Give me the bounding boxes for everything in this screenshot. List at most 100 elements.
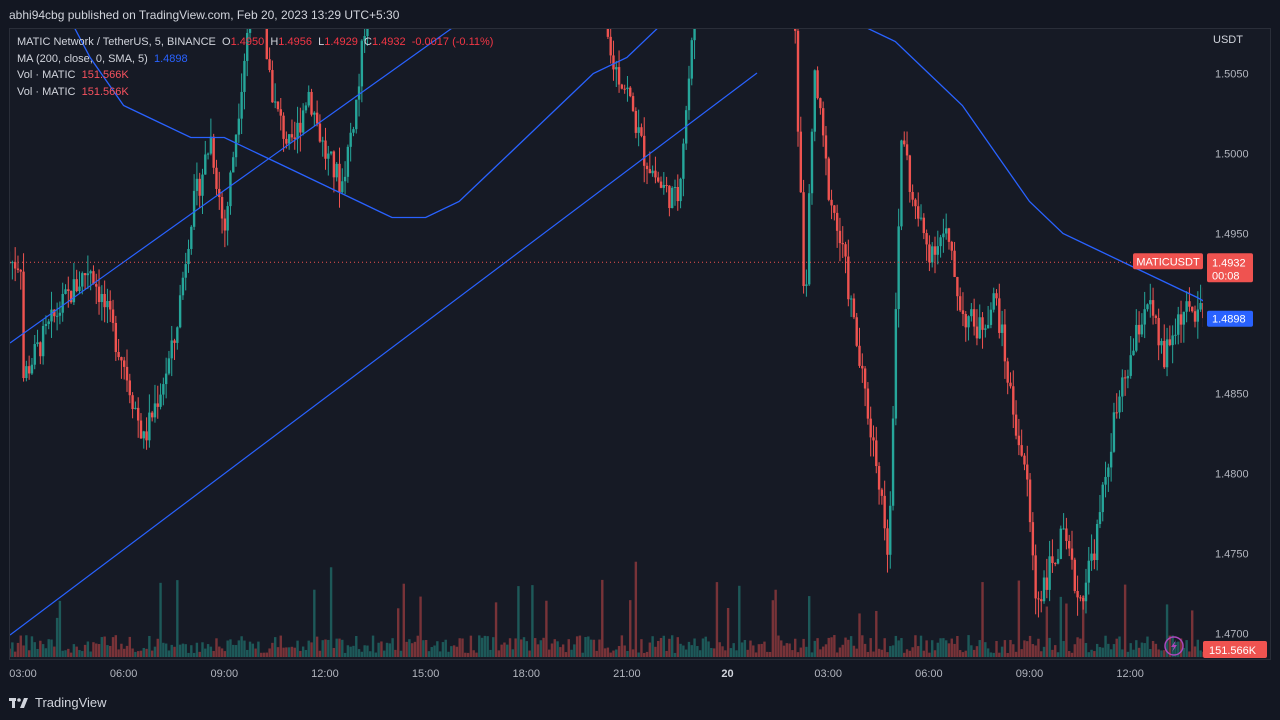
volume-bar [654,646,657,657]
candle-body [282,115,285,139]
candle-body [209,136,213,154]
volume-bar [520,639,523,657]
candle-body [1037,598,1040,600]
candle-body [1188,301,1191,307]
candle-body [1154,315,1158,319]
candle-body [833,205,836,213]
volume-bar [170,644,173,657]
candle-body [13,262,17,269]
volume-bar [232,644,235,657]
candle-body [131,395,134,410]
volume-bar [1031,644,1035,657]
volume-bar [533,638,537,657]
volume-bar [1202,651,1203,657]
volume-bar [430,647,433,657]
candle-body [162,384,165,395]
candle-body [39,342,42,357]
volume-bar [150,650,154,657]
volume-bar [25,635,28,657]
y-tick-label: 1.5050 [1215,69,1249,81]
candle-body [788,0,790,1]
legend-vol-row-2[interactable]: Vol · MATIC 151.566K [17,84,493,101]
volume-bar [1054,645,1057,657]
candle-body [1118,396,1121,413]
candle-body [366,29,369,37]
volume-bar [696,646,699,657]
candle-body [1093,553,1096,561]
candle-body [1014,414,1018,436]
volume-bar [517,586,520,657]
tradingview-brand[interactable]: TradingView [9,695,107,710]
volume-bar [195,642,199,657]
volume-bar [41,644,45,657]
x-tick-label: 06:00 [110,668,138,680]
volume-bar [978,640,981,657]
volume-bar [240,636,243,657]
candle-body [360,40,364,87]
candle-body [1000,324,1004,333]
volume-bar [397,608,400,657]
candle-body [1006,361,1009,383]
candle-body [643,135,646,166]
candle-body [1042,577,1046,602]
legend-ma-label: MA (200, close, 0, SMA, 5) [17,52,148,65]
volume-bar [120,643,123,657]
candle-body [315,112,319,124]
candle-body [86,273,90,276]
candle-body [662,185,666,188]
volume-bar [855,648,858,657]
candle-body [1079,597,1082,599]
candle-body [1068,540,1071,549]
candle-body [1034,555,1037,599]
volume-bar [1020,649,1023,657]
volume-bar [844,637,847,657]
legend-symbol[interactable]: MATIC Network / TetherUS, 5, BINANCE [17,36,216,48]
candle-body [30,364,34,374]
volume-bar [760,643,763,657]
volume-bar [1188,651,1191,657]
volume-bar [1068,651,1071,657]
volume-bar [877,648,881,657]
candle-body [816,70,819,99]
candle-body [606,29,610,37]
candle-body [343,176,347,182]
currency-label[interactable]: USDT [1213,34,1243,46]
volume-bar [1012,644,1015,657]
candle-body [1073,559,1076,591]
volume-bar [248,641,252,657]
candle-body [970,309,973,317]
volume-bar [455,646,459,657]
ma-badge-bg [1207,310,1253,327]
countdown-badge: 00:08 [1212,270,1240,282]
candle-body [1065,528,1068,541]
candle-body [947,228,951,242]
volume-bar [436,641,439,657]
volume-bar [109,645,112,657]
candle-body [1140,324,1144,335]
volume-bar [332,647,336,657]
candle-body [659,181,663,188]
candle-body [1084,582,1088,602]
candle-body [187,248,190,265]
volume-bar [472,650,475,657]
volume-bar [785,643,789,657]
candle-body [844,244,847,257]
candle-body [1219,331,1221,342]
volume-bar [687,641,691,657]
candle-body [838,230,842,244]
volume-bar [763,641,766,657]
volume-bar [1048,637,1051,657]
volume-bar [148,635,151,657]
legend-ma-row[interactable]: MA (200, close, 0, SMA, 5) 1.4898 [17,51,493,68]
volume-bar [424,639,428,657]
volume-bar [989,652,993,657]
candle-body [1115,412,1118,414]
legend-vol-row[interactable]: Vol · MATIC 151.566K [17,67,493,84]
candle-body [866,388,870,419]
volume-bar [1123,584,1127,657]
candle-body [905,144,909,156]
volume-bar [791,650,794,657]
volume-bar [827,637,830,657]
candle-body [1087,560,1090,583]
